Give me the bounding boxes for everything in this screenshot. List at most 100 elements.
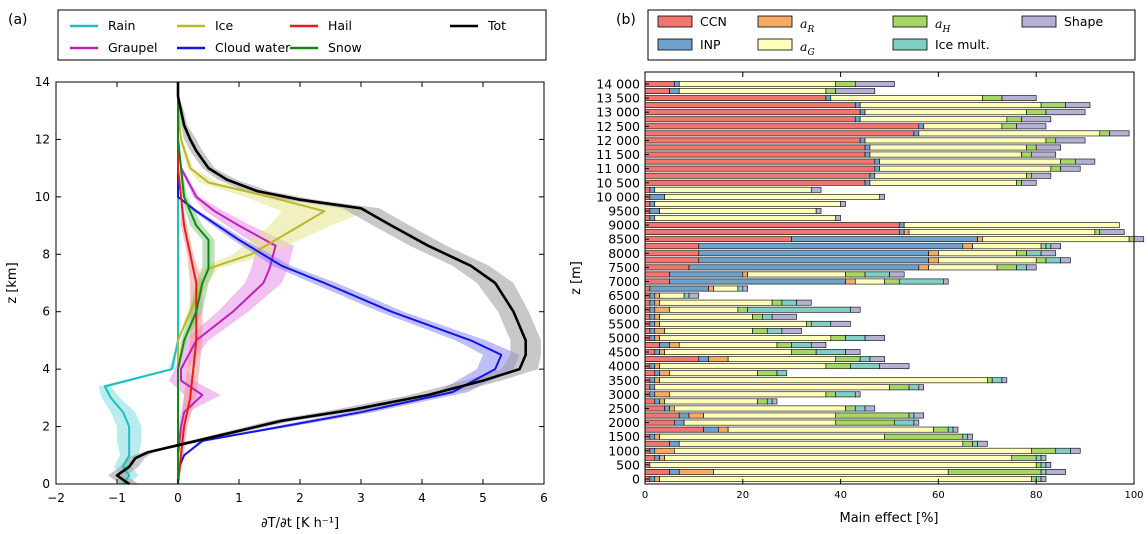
bar-segment (713, 285, 739, 292)
bar-segment (771, 398, 778, 405)
bar-segment (644, 257, 700, 264)
bar-segment (659, 349, 665, 355)
bar-segment (1031, 151, 1057, 158)
bar-segment (649, 377, 656, 384)
bar-segment (654, 377, 660, 384)
bar-segment (810, 320, 832, 327)
bar-segment (1070, 447, 1081, 454)
y-tick-label: 4 (42, 362, 50, 376)
series-line-3 (177, 82, 503, 484)
bar-segment (791, 342, 812, 348)
bar-segment (781, 299, 797, 306)
bar-segment (1006, 116, 1022, 123)
bar-segment (644, 236, 792, 243)
bar-segment (649, 327, 656, 334)
bar-segment (678, 440, 964, 447)
bar-segment (649, 320, 656, 327)
bar-segment (781, 327, 802, 334)
bar-segment (947, 469, 1042, 475)
bar-segment (879, 165, 1052, 172)
bar-segment (850, 306, 861, 313)
bar-segment (644, 81, 675, 87)
bar-segment (649, 285, 709, 292)
bar-segment (1045, 243, 1052, 250)
y-tick-label: 14 (35, 75, 50, 89)
bar-segment (1094, 229, 1101, 236)
bar-segment (644, 123, 920, 130)
bar-segment (889, 384, 910, 391)
bar-segment (659, 342, 670, 348)
bar-segment (659, 299, 773, 306)
bar-segment (869, 172, 876, 179)
bar-segment (918, 123, 925, 130)
bar-segment (644, 151, 866, 158)
bar-segment (1016, 123, 1047, 130)
y-tick-label: 0 (632, 472, 640, 487)
x-tick-label: 2 (296, 491, 304, 505)
bar-segment (845, 335, 866, 341)
bar-segment (1035, 454, 1042, 461)
bar-segment (766, 327, 783, 334)
bar-segment (854, 405, 866, 412)
bar-segment (644, 137, 861, 144)
bar-segment (644, 116, 856, 123)
bar-segment (737, 285, 744, 292)
bar-segment (737, 306, 748, 313)
legend-b-swatch (892, 15, 928, 28)
bar-segment (874, 158, 881, 165)
bar-segment (654, 384, 890, 391)
bar-segment (678, 469, 714, 475)
bar-segment (986, 377, 993, 384)
bar-segment (644, 412, 680, 419)
bar-segment (1040, 461, 1047, 468)
bar-segment (977, 236, 983, 243)
bar-segment (654, 454, 660, 461)
bar-segment (669, 370, 758, 377)
bar-segment (859, 109, 866, 116)
bar-segment (835, 215, 841, 221)
bar-segment (644, 172, 871, 179)
bar-segment (688, 412, 704, 419)
bar-segment (1021, 179, 1037, 186)
bar-segment (654, 349, 660, 355)
bar-segment (708, 285, 714, 292)
y-tick-label: 11 500 (596, 147, 640, 162)
legend-b-swatch (1021, 15, 1057, 28)
y-tick-label: 8 (42, 247, 50, 261)
bar-segment (649, 391, 656, 398)
bar-segment (664, 454, 1013, 461)
y-tick-label: 500 (616, 457, 640, 472)
bar-segment (674, 447, 1032, 454)
bar-segment (644, 186, 651, 193)
bar-segment (854, 81, 895, 87)
bar-segment (864, 179, 871, 186)
bar-segment (678, 88, 827, 94)
bar-segment (644, 327, 651, 334)
x-tick-label: 100 (1124, 490, 1143, 501)
bar-segment (845, 405, 856, 412)
bar-segment (830, 320, 851, 327)
bar-segment (854, 116, 861, 123)
y-tick-label: 9000 (608, 218, 640, 233)
bar-segment (659, 476, 1032, 482)
legend-a-label: Ice (215, 18, 234, 33)
legend-b-swatch (757, 38, 793, 51)
bar-segment (1045, 469, 1066, 475)
bar-segment (776, 370, 788, 377)
bar-segment (1001, 95, 1037, 102)
bar-segment (669, 306, 739, 313)
bar-segment (918, 264, 929, 271)
bar-segment (659, 320, 807, 327)
bar-segment (757, 398, 768, 405)
bar-segment (1055, 447, 1071, 454)
bar-segment (1075, 158, 1096, 165)
bar-segment (644, 144, 866, 151)
bar-segment (644, 370, 656, 377)
bar-segment (669, 342, 680, 348)
bar-segment (942, 278, 949, 285)
bar-segment (845, 271, 866, 278)
bar-segment (918, 130, 1101, 137)
bar-segment (1060, 158, 1076, 165)
